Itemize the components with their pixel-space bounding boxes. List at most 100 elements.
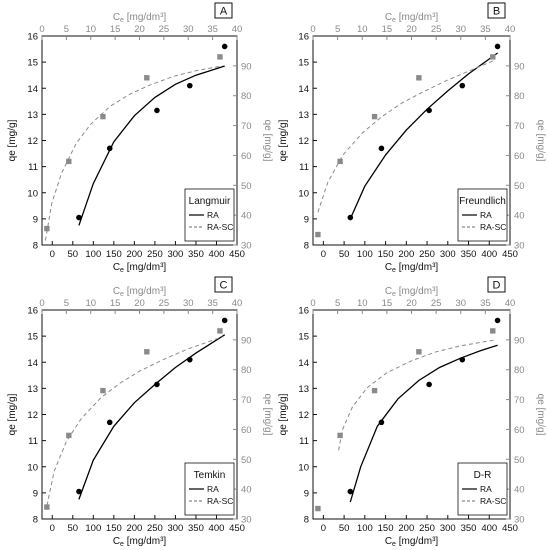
x2-axis-label: Ce [mg/dm³] (385, 12, 439, 24)
y2-axis-label: qe [mg/g] (535, 394, 546, 436)
x-tick-label: 250 (419, 249, 435, 260)
legend-label-ra-sc: RA-SC (480, 496, 506, 506)
panel-letter-box (487, 2, 506, 19)
data-point-ra (459, 356, 466, 363)
data-point-ra-sc (66, 158, 72, 165)
y2-tick-label: 80 (241, 91, 252, 102)
x2-tick-label: 10 (357, 24, 368, 35)
x-tick-label: 200 (398, 523, 414, 534)
y2-tick-label: 30 (514, 515, 525, 526)
y2-axis-label: qe [mg/g] (535, 120, 546, 162)
x-tick-label: 400 (209, 249, 225, 260)
legend-title: Langmuir (189, 196, 231, 207)
data-point-ra-sc (144, 75, 150, 81)
legend-label-ra: RA (480, 210, 492, 220)
fit-line-ra-sc (44, 65, 223, 241)
x-tick-label: 100 (85, 523, 101, 534)
x2-axis-label: Ce [mg/dm³] (113, 12, 167, 24)
y2-tick-label: 90 (514, 61, 525, 72)
x-tick-label: 350 (461, 523, 477, 534)
x2-tick-label: 40 (232, 24, 243, 35)
fit-line-ra-sc (317, 59, 496, 213)
x-tick-label: 250 (419, 523, 435, 534)
y2-tick-label: 50 (241, 455, 252, 466)
y-tick-label: 8 (304, 515, 309, 526)
x-tick-label: 100 (357, 523, 373, 534)
y2-tick-label: 60 (241, 151, 252, 162)
x-tick-label: 0 (321, 249, 326, 260)
data-point-ra (494, 43, 501, 50)
x-tick-label: 50 (68, 523, 79, 534)
x2-tick-label: 40 (505, 298, 516, 309)
x-tick-label: 400 (209, 523, 225, 534)
y-tick-label: 13 (298, 384, 309, 395)
y-tick-label: 12 (27, 410, 38, 421)
x2-tick-label: 10 (85, 298, 96, 309)
x2-tick-label: 15 (110, 24, 121, 35)
y2-tick-label: 50 (514, 181, 525, 192)
y-tick-label: 15 (298, 58, 309, 69)
fit-line-ra (78, 334, 226, 500)
panel-c: 0 50 100 150 200 250 300 350 400 4508910111213141… (7, 276, 273, 548)
legend-label-ra-sc: RA-SC (480, 222, 506, 232)
data-point-ra-sc (100, 113, 106, 120)
x-axis-label: Ce [mg/dm³] (385, 262, 439, 274)
y-tick-label: 10 (298, 188, 309, 199)
x-tick-label: 200 (398, 249, 414, 260)
legend-label-ra-sc: RA-SC (207, 496, 233, 506)
legend-title: D-R (474, 470, 492, 481)
data-point-ra-sc (490, 54, 496, 60)
y-tick-label: 12 (27, 136, 38, 147)
y-tick-label: 8 (304, 241, 309, 252)
y-tick-label: 16 (27, 306, 38, 317)
fit-line-ra (349, 52, 498, 220)
x2-tick-label: 30 (183, 298, 194, 309)
y-tick-label: 16 (298, 32, 309, 43)
x-axis-label: Ce [mg/dm³] (113, 262, 167, 274)
y-tick-label: 12 (298, 410, 309, 421)
y2-tick-label: 80 (514, 91, 525, 102)
data-point-ra (347, 488, 354, 495)
x2-tick-label: 35 (480, 298, 491, 309)
data-point-ra (221, 43, 228, 50)
y2-tick-label: 90 (241, 335, 252, 346)
x-tick-label: 250 (147, 523, 163, 534)
y-tick-label: 13 (298, 110, 309, 121)
y-tick-label: 15 (298, 332, 309, 343)
data-point-ra-sc (371, 387, 378, 394)
x-tick-label: 150 (106, 249, 122, 260)
data-point-ra-sc (44, 504, 50, 510)
x2-tick-label: 5 (335, 298, 340, 309)
x-tick-label: 50 (339, 523, 350, 534)
x2-axis-label: Ce [mg/dm³] (113, 286, 167, 298)
x-tick-label: 300 (440, 249, 456, 260)
x-tick-label: 200 (126, 523, 142, 534)
y2-tick-label: 30 (514, 241, 525, 252)
x-tick-label: 50 (68, 249, 79, 260)
y2-tick-label: 30 (241, 515, 252, 526)
y2-tick-label: 90 (241, 61, 252, 72)
fit-line-ra-sc (338, 339, 496, 451)
x-tick-label: 250 (147, 249, 163, 260)
y-tick-label: 11 (28, 436, 38, 447)
y2-tick-label: 40 (514, 211, 525, 222)
x2-tick-label: 35 (480, 24, 491, 35)
data-point-ra (106, 419, 113, 426)
data-point-ra (221, 317, 228, 324)
panel-letter-box (214, 2, 233, 19)
x2-tick-label: 25 (431, 298, 442, 309)
y-tick-label: 9 (304, 214, 309, 225)
fit-line-ra-sc (46, 336, 223, 506)
x-tick-label: 350 (461, 249, 477, 260)
panel-letter: D (493, 280, 501, 292)
y-tick-label: 14 (27, 358, 38, 369)
y2-tick-label: 60 (241, 425, 252, 436)
x2-tick-label: 35 (207, 24, 218, 35)
y2-tick-label: 60 (514, 151, 525, 162)
y-tick-label: 12 (298, 136, 309, 147)
y2-tick-label: 50 (241, 181, 252, 192)
y-axis-label: qe [mg/g] (7, 393, 18, 435)
y-tick-label: 8 (33, 241, 38, 252)
x-tick-label: 100 (85, 249, 101, 260)
y-tick-label: 13 (27, 384, 38, 395)
